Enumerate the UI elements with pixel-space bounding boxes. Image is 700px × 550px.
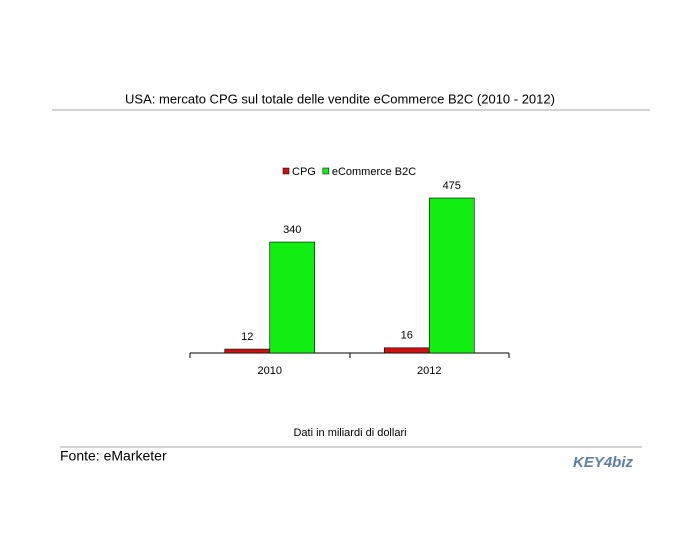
x-tick-label: 2012 bbox=[417, 365, 441, 377]
value-label: 16 bbox=[401, 330, 413, 342]
legend-swatch bbox=[322, 167, 330, 175]
x-tick-label: 2010 bbox=[258, 365, 282, 377]
legend-swatch bbox=[282, 167, 290, 175]
bar bbox=[224, 348, 271, 354]
logo: KEY4biz bbox=[573, 454, 634, 471]
value-label: 475 bbox=[443, 180, 461, 192]
legend-label: CPG bbox=[292, 166, 316, 178]
source: Fonte: eMarketer bbox=[60, 448, 167, 464]
bar bbox=[269, 241, 316, 354]
bar bbox=[383, 347, 430, 354]
note: Dati in miliardi di dollari bbox=[293, 427, 406, 439]
legend-label: eCommerce B2C bbox=[332, 166, 416, 178]
chart-title: USA: mercato CPG sul totale delle vendit… bbox=[125, 91, 555, 106]
value-label: 340 bbox=[283, 224, 301, 236]
value-label: 12 bbox=[241, 331, 253, 343]
bar bbox=[428, 197, 475, 354]
